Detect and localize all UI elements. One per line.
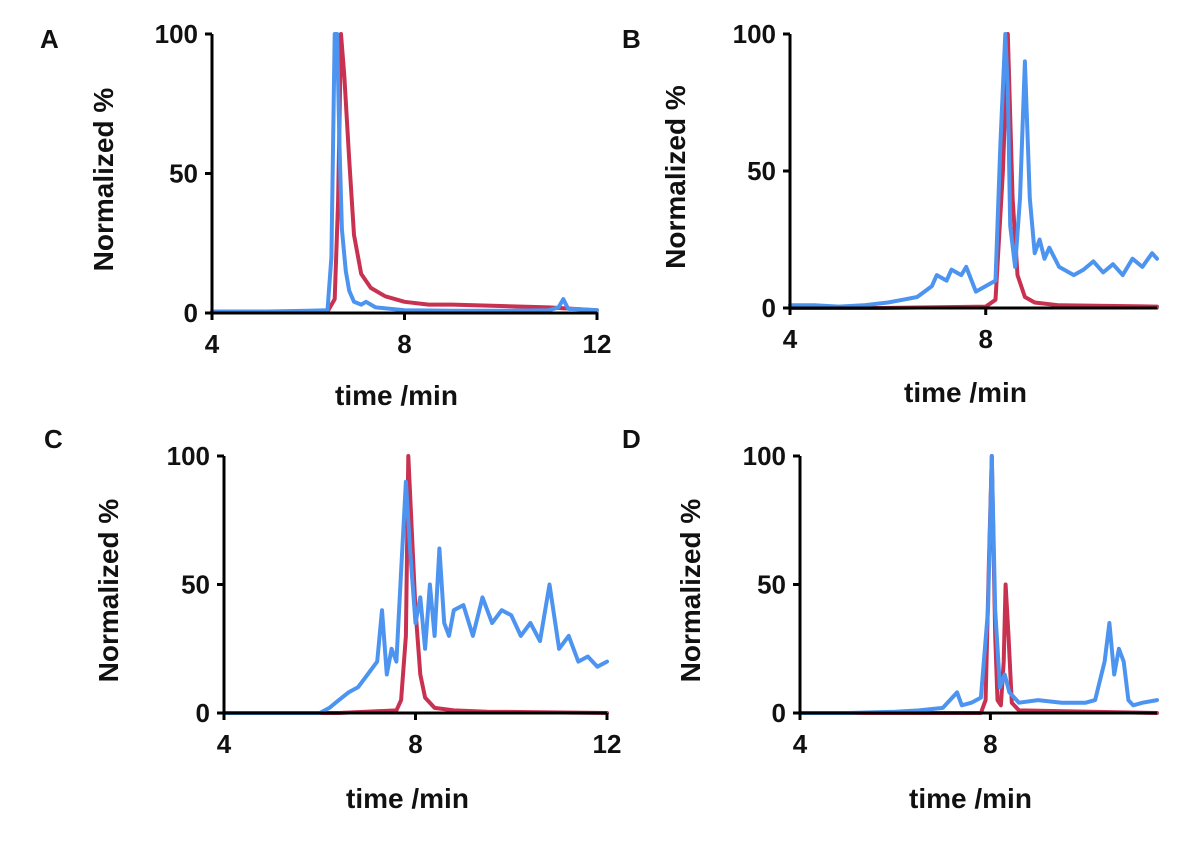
x-tick-label: 12	[593, 729, 622, 759]
y-axis-title: Normalized %	[88, 88, 119, 272]
x-tick-label: 4	[783, 324, 798, 354]
y-tick-label: 50	[181, 570, 210, 600]
y-tick-label: 0	[772, 698, 786, 728]
x-axis-title: time /min	[346, 783, 469, 814]
y-axis-title: Normalized %	[675, 499, 706, 683]
y-tick-label: 100	[733, 19, 776, 49]
x-tick-label: 8	[983, 729, 997, 759]
x-tick-label: 4	[205, 329, 220, 359]
panel-a: A 0 50 100 4 8 12 time /min Normalized %	[40, 19, 611, 411]
y-tick-label: 100	[167, 441, 210, 471]
series-line-red	[788, 32, 1159, 310]
y-tick-label: 0	[196, 698, 210, 728]
y-axis-title: Normalized %	[660, 85, 691, 269]
x-axis-title: time /min	[904, 377, 1027, 408]
panel-letter: D	[622, 424, 641, 454]
y-tick-label: 0	[762, 293, 776, 323]
x-tick-label: 8	[978, 324, 992, 354]
series-line-red	[210, 32, 599, 314]
panel-letter: B	[622, 24, 641, 54]
y-tick-label: 100	[155, 19, 198, 49]
y-tick-label: 50	[747, 156, 776, 186]
panel-b: B 0 50 100 4 8 time /min Normalized %	[622, 19, 1159, 408]
y-tick-label: 50	[757, 570, 786, 600]
panel-letter: A	[40, 24, 59, 54]
series-line-blue	[788, 32, 1159, 309]
x-axis-title: time /min	[909, 783, 1032, 814]
x-tick-label: 8	[408, 729, 422, 759]
y-axis-title: Normalized %	[93, 499, 124, 683]
series-line-blue	[798, 454, 1159, 715]
y-tick-label: 100	[743, 441, 786, 471]
x-tick-label: 8	[397, 329, 411, 359]
x-tick-label: 12	[583, 329, 612, 359]
x-tick-label: 4	[217, 729, 232, 759]
series-line-blue	[210, 32, 599, 314]
y-tick-label: 0	[184, 298, 198, 328]
panel-c: C 0 50 100 4 8 12 time /min Normalized %	[44, 424, 621, 814]
panel-letter: C	[44, 424, 63, 454]
series-line-blue	[222, 479, 609, 715]
x-axis-title: time /min	[335, 380, 458, 411]
series-line-red	[222, 454, 609, 715]
x-tick-label: 4	[793, 729, 808, 759]
panel-d: D 0 50 100 4 8 time /min Normalized %	[622, 424, 1159, 814]
y-tick-label: 50	[169, 159, 198, 189]
